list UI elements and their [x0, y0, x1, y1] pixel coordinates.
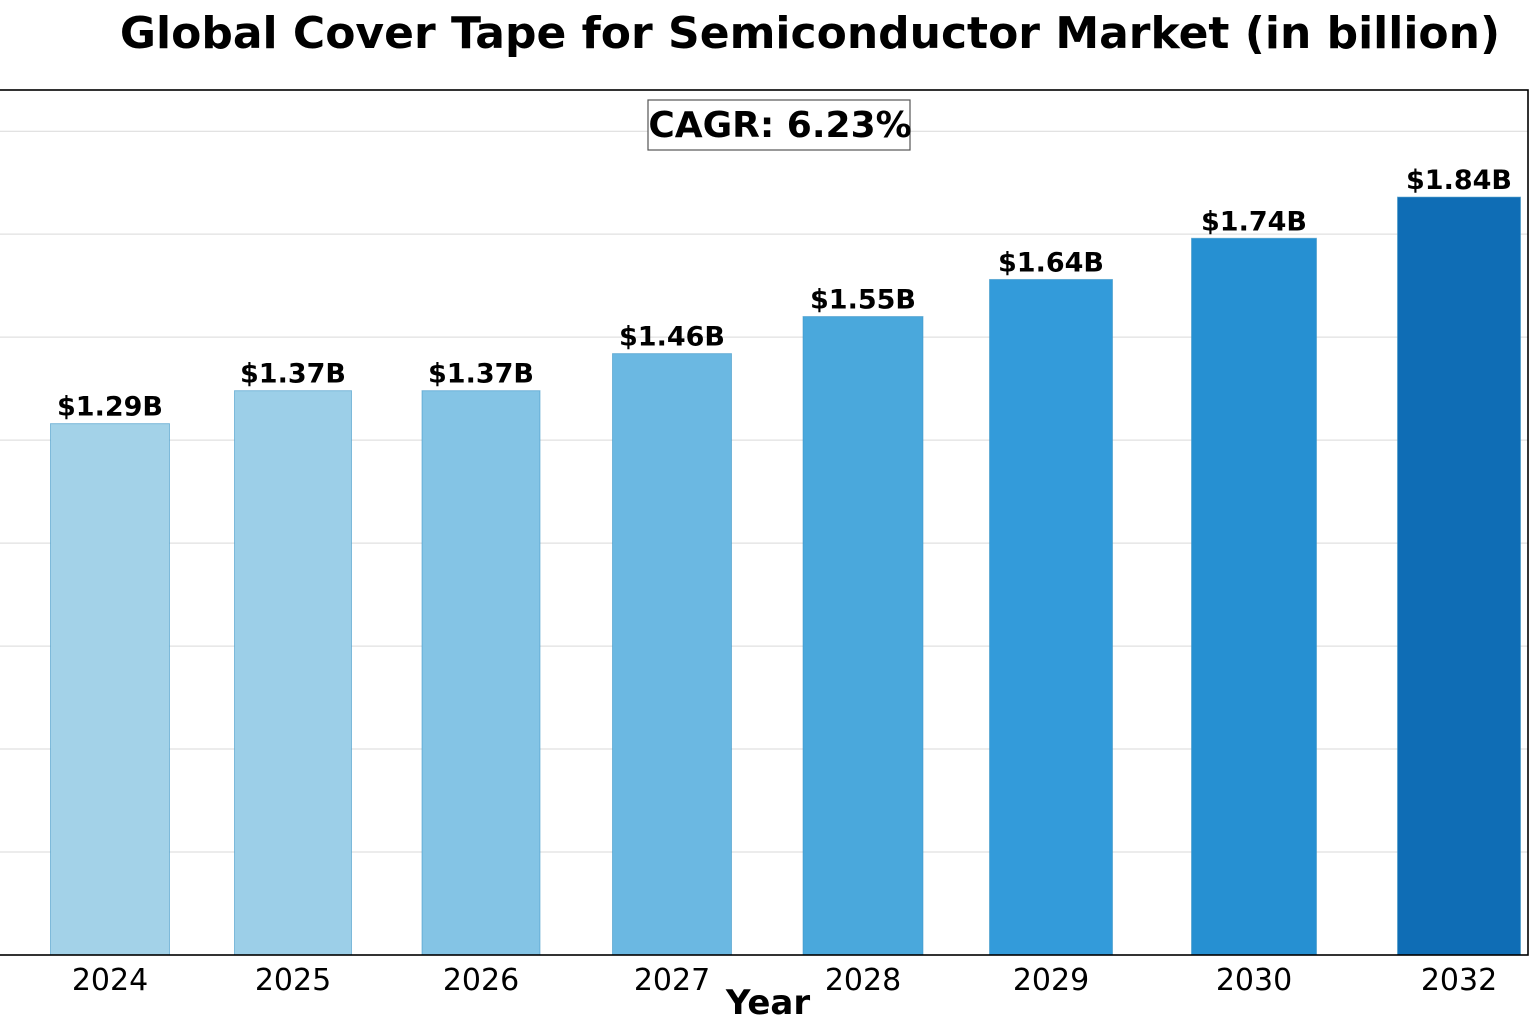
value-label-2028: $1.55B — [810, 285, 916, 316]
bar-2027 — [612, 353, 732, 956]
chart-title: Global Cover Tape for Semiconductor Mark… — [120, 8, 1500, 59]
plot-frame — [0, 89, 1529, 956]
x-tick-2029: 2029 — [1013, 963, 1089, 998]
x-tick-2024: 2024 — [72, 963, 148, 998]
value-label-2024: $1.29B — [57, 392, 163, 423]
bar-2029 — [989, 278, 1113, 956]
bar-2030 — [1191, 237, 1317, 956]
value-labels: $1.29B $1.37B $1.37B $1.46B $1.55B $1.64B $1.7… — [57, 165, 1512, 423]
value-label-2029: $1.64B — [998, 247, 1104, 278]
bar-2024 — [50, 423, 170, 956]
x-tick-2032: 2032 — [1421, 963, 1497, 998]
x-tick-labels: 2024 2025 2026 2027 2028 2029 2030 2032 — [72, 963, 1497, 998]
cagr-annotation: CAGR: 6.23% — [647, 99, 912, 151]
bar-2028 — [802, 316, 924, 956]
x-axis-title: Year — [725, 983, 811, 1023]
value-label-2032: $1.84B — [1406, 165, 1512, 196]
x-tick-2030: 2030 — [1216, 963, 1292, 998]
cagr-label: CAGR: 6.23% — [648, 105, 911, 146]
value-label-2027: $1.46B — [619, 322, 725, 353]
x-tick-2027: 2027 — [634, 963, 710, 998]
value-label-2026: $1.37B — [428, 359, 534, 390]
x-tick-2026: 2026 — [443, 963, 519, 998]
value-label-2030: $1.74B — [1201, 206, 1307, 237]
value-label-2025: $1.37B — [240, 359, 346, 390]
x-tick-2028: 2028 — [825, 963, 901, 998]
bar-2032 — [1397, 196, 1521, 956]
bar-2026 — [421, 390, 541, 956]
bars — [50, 196, 1521, 956]
x-tick-2025: 2025 — [255, 963, 331, 998]
bar-2025 — [234, 390, 352, 956]
cagr-box — [647, 99, 911, 151]
